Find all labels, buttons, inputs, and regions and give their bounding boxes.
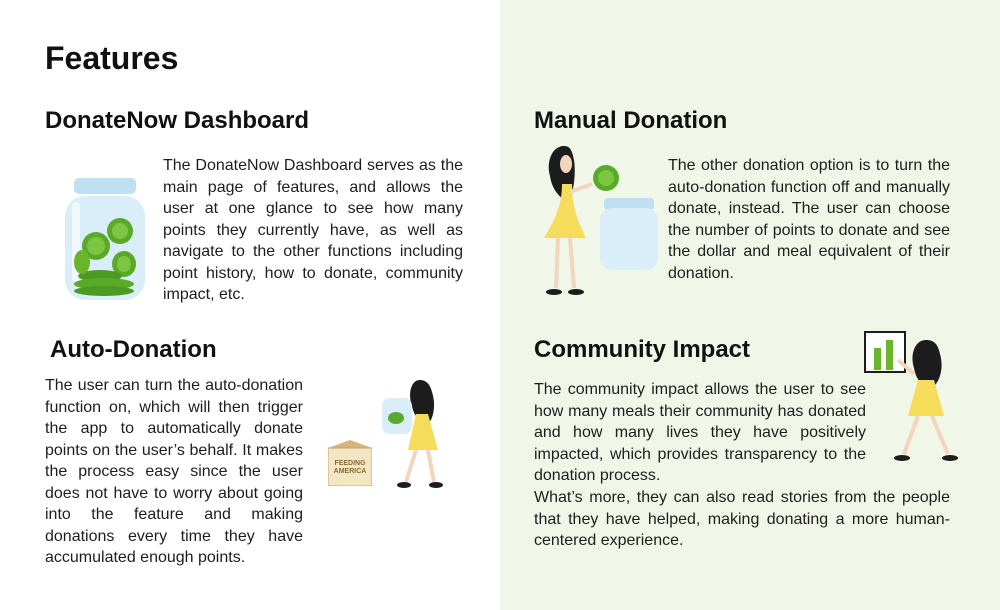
community-impact-title: Community Impact (534, 336, 751, 363)
right-panel (500, 0, 1000, 610)
community-impact-stories: What’s more, they can also read stories … (534, 489, 950, 549)
auto-donation-description: The user can turn the auto-donation func… (45, 377, 303, 566)
donation-box: FEEDING AMERICA (328, 440, 372, 486)
woman-holding-coin-icon (530, 142, 658, 300)
woman-carrying-jar-icon (376, 374, 456, 492)
dashboard-description: The DonateNow Dashboard serves as the ma… (163, 157, 463, 303)
dashboard-title: DonateNow Dashboard (45, 107, 310, 134)
feeding-america-label: FEEDING AMERICA (333, 460, 367, 475)
manual-donation-title: Manual Donation (534, 107, 728, 134)
auto-donation-title: Auto-Donation (50, 336, 217, 363)
manual-donation-description: The other donation option is to turn the… (668, 157, 950, 282)
coin-jar-icon (60, 176, 150, 304)
woman-presenting-chart-icon (864, 330, 960, 466)
community-impact-description: The community impact allows the user to … (534, 381, 866, 484)
left-panel (0, 0, 500, 610)
page-title: Features (45, 40, 179, 76)
